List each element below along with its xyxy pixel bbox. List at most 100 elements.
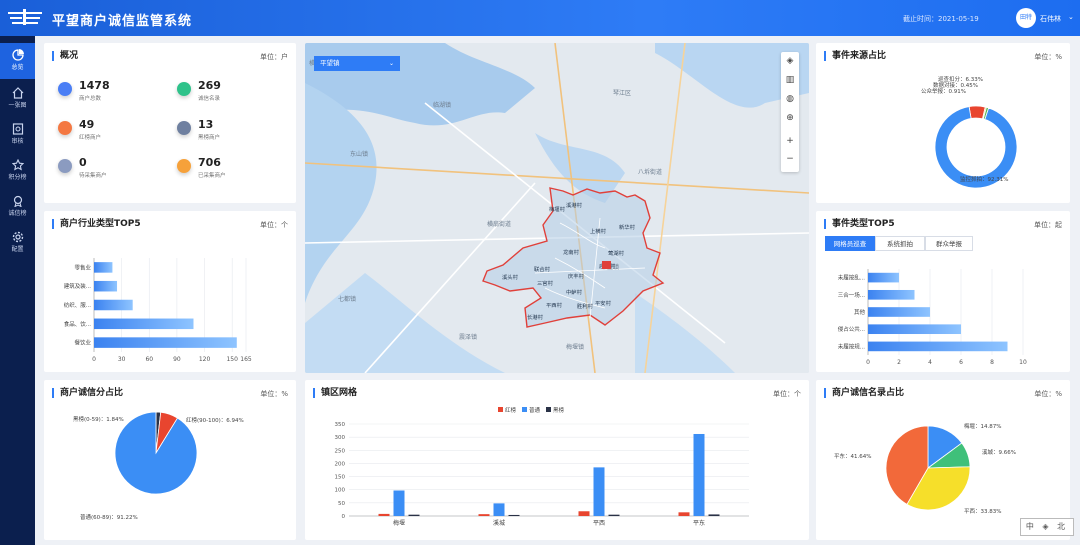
zoom-out-icon[interactable]: −: [786, 154, 794, 164]
y-tick-label: 350: [335, 422, 346, 428]
chevron-down-icon: ⌄: [388, 60, 394, 67]
legend-label: 普通: [529, 406, 541, 414]
village-label: 新华村: [619, 223, 636, 231]
bar: [868, 307, 930, 317]
y-tick-label: 300: [335, 435, 346, 441]
sidebar-item-map[interactable]: 一张图: [0, 81, 35, 117]
user-name[interactable]: 石伟林: [1040, 15, 1061, 23]
slice-label: 巡查扣分：6.33%: [938, 75, 983, 83]
x-tick-label: 溪城: [493, 519, 505, 527]
slice-label: 黑榜(0-59)：1.84%: [73, 415, 124, 423]
bar: [94, 318, 194, 330]
grid-title: 镇区网格: [313, 388, 357, 398]
slice-label: 平东：41.64%: [834, 452, 871, 460]
x-tick-label: 120: [199, 356, 211, 363]
grid-globe-icon[interactable]: ⊕: [786, 113, 794, 123]
grid-card: 镇区网格 单位：个 0 50 100 150 200 250 300 350 梅堰 溪城 平西 平东 红…: [305, 380, 809, 540]
layers-icon[interactable]: ◈: [786, 56, 794, 66]
town-select[interactable]: 平望镇 ⌄: [314, 56, 400, 71]
industry-unit: 单位：个: [260, 221, 288, 229]
y-tick-label: 100: [335, 488, 346, 494]
village-label: 联合村: [534, 265, 551, 273]
slice-label: 梅堰：14.87%: [964, 422, 1001, 430]
overview-unit: 单位：户: [260, 53, 288, 61]
village-label: 平安村: [595, 299, 612, 307]
village-label: 莺湖村: [608, 249, 625, 257]
grid-unit: 单位：个: [773, 390, 801, 398]
tab-report[interactable]: 群众举报: [925, 236, 973, 251]
kpi-total: 1478 商户总数: [58, 79, 158, 105]
x-tick-label: 6: [959, 359, 963, 366]
bar: [94, 262, 113, 273]
bar: [868, 289, 915, 300]
bar: [593, 467, 605, 516]
thumb-up-icon: [58, 121, 72, 135]
store-icon: [58, 82, 72, 96]
target-icon: [177, 159, 191, 173]
tab-patrol[interactable]: 网格员巡查: [825, 236, 875, 251]
sidebar-item-points[interactable]: 积分榜: [0, 153, 35, 189]
credit-chart: 黑榜(0-59)：1.84% 红榜(90-100)：6.94% 普通(60-89)：…: [73, 411, 244, 521]
bar: [608, 514, 620, 516]
chevron-down-icon[interactable]: ⌄: [1068, 13, 1074, 21]
pie-slice: [934, 106, 1018, 189]
village-label: 胜利村: [577, 302, 594, 310]
bar: [408, 514, 420, 516]
legend-label: 红榜: [505, 406, 517, 414]
source-unit: 单位：%: [1034, 53, 1062, 61]
kpi-red: 49 红榜商户: [58, 118, 158, 144]
place-label: 琴江区: [613, 90, 631, 97]
tab-capture[interactable]: 系统抓拍: [875, 236, 925, 251]
star-icon: [11, 159, 24, 171]
sidebar-item-credit[interactable]: 诚信榜: [0, 189, 35, 225]
book-icon[interactable]: ▥: [785, 75, 795, 85]
industry-title: 商户行业类型TOP5: [52, 219, 141, 229]
map-view[interactable]: 横泾街道琴江区临湖镇东山镇八坼街道横扇街道七都镇震泽镇梅堰镇平望镇梅堰村溪港村上…: [305, 43, 809, 373]
overview-title: 概况: [52, 51, 78, 61]
village-label: 上横村: [590, 227, 607, 235]
y-tick-label: 200: [335, 461, 346, 467]
y-tick-label: 纺织、服...: [64, 301, 91, 309]
pie-slice: [885, 425, 929, 505]
events-card: 事件类型TOP5 单位：起 网格员巡查 系统抓拍 群众举报 0 2 4 6 8 10 未履按…: [816, 211, 1070, 372]
kpi-collected: 706 已采集商户: [177, 156, 277, 182]
y-tick-label: 零售业: [74, 263, 91, 271]
town-boundary: [482, 187, 665, 328]
x-tick-label: 平西: [593, 520, 605, 527]
directory-chart: 梅堰：14.87% 溪城：9.66% 平西：33.83% 平东：41.64%: [834, 422, 1016, 515]
x-tick-label: 梅堰: [393, 519, 405, 527]
sidebar: 总览 一张图 审核 积分榜 诚信榜 配置: [0, 36, 35, 545]
sidebar-item-overview[interactable]: 总览: [0, 43, 35, 79]
y-tick-label: 其他: [854, 308, 866, 316]
map-canvas[interactable]: 横泾街道琴江区临湖镇东山镇八坼街道横扇街道七都镇震泽镇梅堰镇平望镇梅堰村溪港村上…: [305, 43, 809, 373]
credit-card: 商户诚信分占比 单位：% 黑榜(0-59)：1.84% 红榜(90-100)：6.…: [44, 380, 296, 540]
kpi-pending: 0 待采集商户: [58, 156, 158, 182]
slice-label: 平西：33.83%: [964, 508, 1001, 515]
zoom-in-icon[interactable]: +: [786, 136, 794, 146]
cutoff-date: 截止时间：2021-05-19: [903, 15, 979, 23]
thumb-down-icon: [177, 121, 191, 135]
road: [364, 182, 536, 373]
sidebar-item-settings[interactable]: 配置: [0, 225, 35, 261]
road: [305, 162, 809, 194]
bar: [678, 512, 690, 516]
events-title: 事件类型TOP5: [824, 219, 895, 229]
bar: [94, 280, 118, 292]
directory-title: 商户诚信名录占比: [824, 388, 904, 398]
avatar[interactable]: 田特: [1016, 8, 1036, 28]
overview-card: 概况 单位：户 1478 商户总数 269 诚信名录 49 红榜商户 13 黑榜商户 0…: [44, 43, 296, 203]
y-tick-label: 三合一场...: [838, 291, 865, 299]
x-tick-label: 平东: [693, 519, 705, 527]
slice-label: 红榜(90-100)：6.94%: [186, 416, 244, 424]
x-tick-label: 2: [897, 359, 901, 366]
sidebar-item-audit[interactable]: 审核: [0, 117, 35, 153]
app-header: 平望商户诚信监管系统 截止时间：2021-05-19 田特 石伟林 ⌄: [0, 0, 1080, 36]
audit-icon: [12, 123, 23, 135]
globe-icon[interactable]: ◍: [786, 94, 794, 104]
x-tick-label: 0: [92, 356, 96, 363]
slice-label: 公众举报：0.91%: [921, 87, 966, 95]
gear-icon: [12, 231, 23, 243]
target-icon: [58, 159, 72, 173]
